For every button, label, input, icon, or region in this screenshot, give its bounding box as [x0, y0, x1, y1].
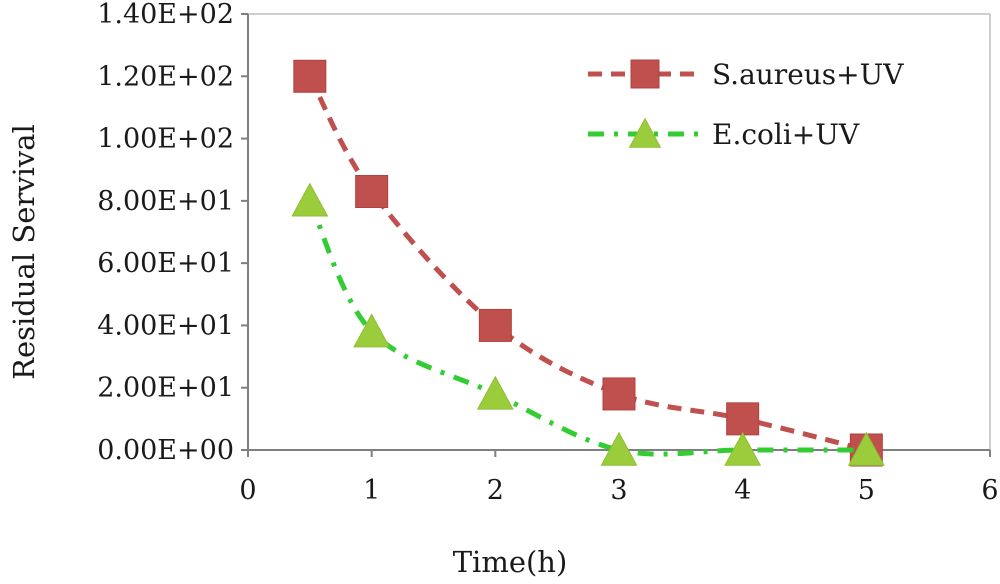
- x-tick-label: 0: [239, 475, 256, 506]
- x-tick-label: 3: [610, 475, 627, 506]
- data-point: [293, 59, 327, 93]
- x-tick-label: 2: [487, 475, 504, 506]
- legend-marker: [630, 59, 660, 89]
- y-tick-label: 1.00E+02: [97, 124, 234, 155]
- x-tick-label: 5: [858, 475, 875, 506]
- y-tick-label: 0.00E+00: [97, 435, 234, 466]
- y-tick-label: 1.20E+02: [97, 61, 234, 92]
- series-2: [291, 182, 885, 466]
- y-tick-label: 2.00E+01: [97, 373, 234, 404]
- legend-item: S.aureus+UV: [588, 58, 904, 91]
- legend-marker: [628, 117, 662, 148]
- legend: S.aureus+UV E.coli+UV: [588, 58, 904, 151]
- y-axis: 0.00E+00 2.00E+01 4.00E+01 6.00E+01 8.00E+01…: [97, 0, 248, 466]
- data-point: [847, 431, 885, 466]
- legend-label: E.coli+UV: [712, 118, 860, 151]
- series-1: [293, 59, 883, 467]
- data-point: [353, 313, 391, 348]
- series-layer: [291, 59, 885, 467]
- data-point: [724, 431, 762, 466]
- data-point: [355, 175, 389, 209]
- x-tick-label: 1: [363, 475, 380, 506]
- data-point: [478, 308, 512, 342]
- data-point: [291, 182, 329, 217]
- x-axis-title: Time(h): [453, 545, 568, 579]
- y-tick-label: 6.00E+01: [97, 248, 234, 279]
- data-point: [476, 375, 514, 410]
- y-axis-title: Residual Servival: [7, 124, 41, 380]
- data-point: [600, 431, 638, 466]
- series-line: [307, 199, 867, 457]
- data-point: [726, 402, 760, 436]
- data-point: [602, 377, 636, 411]
- x-tick-label: 6: [981, 475, 998, 506]
- legend-item: E.coli+UV: [588, 117, 860, 151]
- y-tick-label: 8.00E+01: [97, 186, 234, 217]
- y-tick-label: 4.00E+01: [97, 310, 234, 341]
- x-tick-label: 4: [734, 475, 751, 506]
- y-tick-label: 1.40E+02: [97, 0, 234, 30]
- legend-label: S.aureus+UV: [712, 58, 904, 91]
